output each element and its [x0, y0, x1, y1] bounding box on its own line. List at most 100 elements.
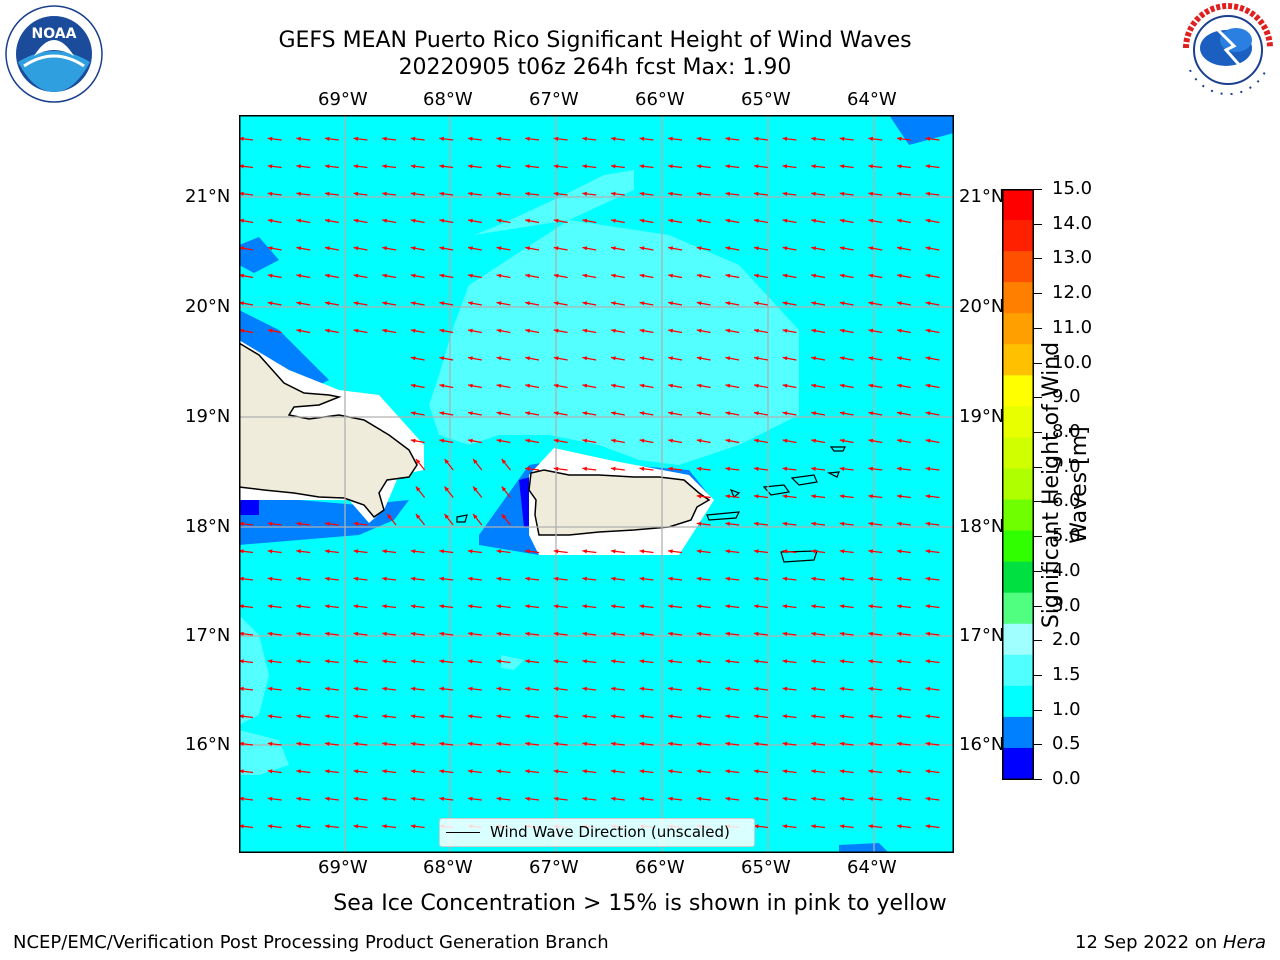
wave-direction-arrowhead — [444, 514, 449, 519]
wave-direction-arrowhead — [782, 659, 788, 664]
wave-direction-arrowhead — [296, 328, 302, 333]
wave-direction-arrowhead — [611, 301, 616, 306]
wave-direction-arrowhead — [468, 383, 473, 388]
wave-direction-arrowhead — [839, 494, 845, 499]
wave-direction-arrowhead — [925, 136, 931, 141]
wave-region-0-5m — [839, 843, 889, 853]
wave-direction-arrowhead — [696, 246, 702, 251]
wave-direction-arrowhead — [696, 631, 702, 636]
wave-direction-arrowhead — [725, 383, 731, 388]
wave-direction-arrowhead — [468, 246, 473, 251]
wave-direction-arrowhead — [410, 246, 416, 251]
wave-direction-arrowhead — [639, 576, 645, 581]
wave-direction-arrowhead — [324, 686, 330, 691]
wave-direction-arrowhead — [868, 218, 874, 223]
wave-direction-arrowhead — [582, 741, 587, 746]
wave-direction-arrowhead — [610, 686, 616, 691]
anegada-island — [829, 446, 846, 452]
wave-direction-arrowhead — [353, 549, 359, 554]
wave-direction-arrowhead — [868, 301, 874, 306]
wave-direction-arrowhead — [439, 741, 444, 746]
wave-direction-arrowhead — [610, 769, 616, 774]
wave-direction-arrowhead — [897, 438, 902, 443]
wave-direction-arrowhead — [754, 301, 759, 306]
wave-direction-arrowhead — [353, 824, 359, 829]
wave-direction-arrowhead — [696, 301, 702, 306]
wave-direction-arrowhead — [668, 328, 673, 333]
wave-direction-arrowhead — [668, 356, 673, 361]
wave-direction-arrowhead — [267, 164, 273, 169]
wave-direction-arrowhead — [925, 466, 931, 471]
wave-direction-arrowhead — [496, 631, 502, 636]
wave-direction-arrowhead — [725, 191, 730, 196]
wave-direction-arrowhead — [925, 741, 931, 746]
wave-direction-arrowhead — [753, 741, 759, 746]
wave-direction-arrowhead — [439, 273, 445, 278]
wave-direction-arrowhead — [925, 328, 931, 333]
lon-label-bottom: 64°W — [847, 857, 897, 878]
colorbar-block — [1002, 406, 1034, 439]
wave-direction-arrowhead — [525, 411, 530, 416]
wave-direction-arrowhead — [896, 494, 902, 499]
wave-direction-arrowhead — [415, 486, 421, 492]
wave-direction-arrowhead — [296, 631, 301, 636]
wave-direction-arrowhead — [239, 824, 244, 829]
lat-label-right: 18°N — [959, 516, 1005, 537]
wave-direction-arrowhead — [696, 769, 702, 774]
wave-direction-arrowhead — [473, 486, 478, 492]
wave-direction-arrowhead — [925, 383, 931, 388]
wave-direction-arrowhead — [296, 714, 301, 719]
wave-direction-arrowhead — [467, 191, 473, 196]
colorbar-tick-label: 8.0 — [1052, 420, 1081, 442]
wave-direction-arrowhead — [725, 576, 730, 581]
wave-direction-arrowhead — [839, 328, 845, 333]
wave-direction-arrowhead — [496, 383, 502, 388]
lat-label-right: 17°N — [959, 625, 1005, 646]
wave-direction-arrowhead — [897, 383, 902, 388]
wave-direction-arrowhead — [811, 549, 816, 554]
wave-direction-arrowhead — [696, 741, 702, 746]
wave-direction-arrowhead — [896, 136, 902, 141]
wave-direction-arrowhead — [467, 631, 473, 636]
wave-direction-arrowhead — [897, 301, 902, 306]
wave-direction-arrowhead — [410, 631, 416, 636]
wave-direction-arrowhead — [610, 631, 616, 636]
wave-direction-arrowhead — [353, 246, 359, 251]
wave-direction-arrowhead — [668, 246, 673, 251]
wave-direction-arrowhead — [582, 714, 587, 719]
wave-direction-arrowhead — [725, 604, 730, 609]
wave-direction-arrowhead — [868, 328, 874, 333]
wave-direction-arrowhead — [668, 411, 673, 416]
chart-title-line1: GEFS MEAN Puerto Rico Significant Height… — [278, 28, 912, 53]
colorbar-tick-label: 13.0 — [1052, 247, 1093, 269]
wave-direction-arrowhead — [782, 796, 788, 801]
wave-direction-arrowhead — [696, 576, 702, 581]
wave-direction-arrowhead — [353, 301, 359, 306]
wave-direction-arrowhead — [296, 301, 302, 306]
wave-region-0-5m — [889, 115, 954, 145]
wave-direction-arrowhead — [611, 411, 616, 416]
wave-direction-arrowhead — [239, 191, 244, 196]
wave-direction-arrowhead — [868, 769, 873, 774]
wave-direction-arrowhead — [553, 301, 559, 306]
wave-direction-arrowhead — [696, 356, 702, 361]
wave-direction-arrowhead — [896, 466, 902, 471]
arrow-legend: Wind Wave Direction (unscaled) — [439, 818, 755, 847]
wave-direction-arrowhead — [467, 604, 473, 609]
wave-direction-arrowhead — [782, 714, 788, 719]
wave-direction-arrowhead — [296, 686, 301, 691]
lat-label-right: 20°N — [959, 296, 1005, 317]
wave-direction-arrowhead — [473, 459, 478, 464]
wave-direction-arrowhead — [439, 659, 444, 664]
wave-direction-arrowhead — [444, 486, 449, 492]
wave-direction-arrowhead — [696, 218, 702, 223]
wave-direction-arrowhead — [896, 796, 902, 801]
wave-direction-arrowhead — [525, 604, 530, 609]
wave-direction-arrowhead — [839, 769, 845, 774]
wave-direction-arrowhead — [324, 824, 330, 829]
wave-direction-arrowhead — [925, 301, 931, 306]
wave-direction-arrowhead — [382, 549, 387, 554]
wave-direction-arrowhead — [610, 659, 616, 664]
wave-direction-arrowhead — [610, 191, 616, 196]
wave-direction-arrowhead — [496, 686, 502, 691]
